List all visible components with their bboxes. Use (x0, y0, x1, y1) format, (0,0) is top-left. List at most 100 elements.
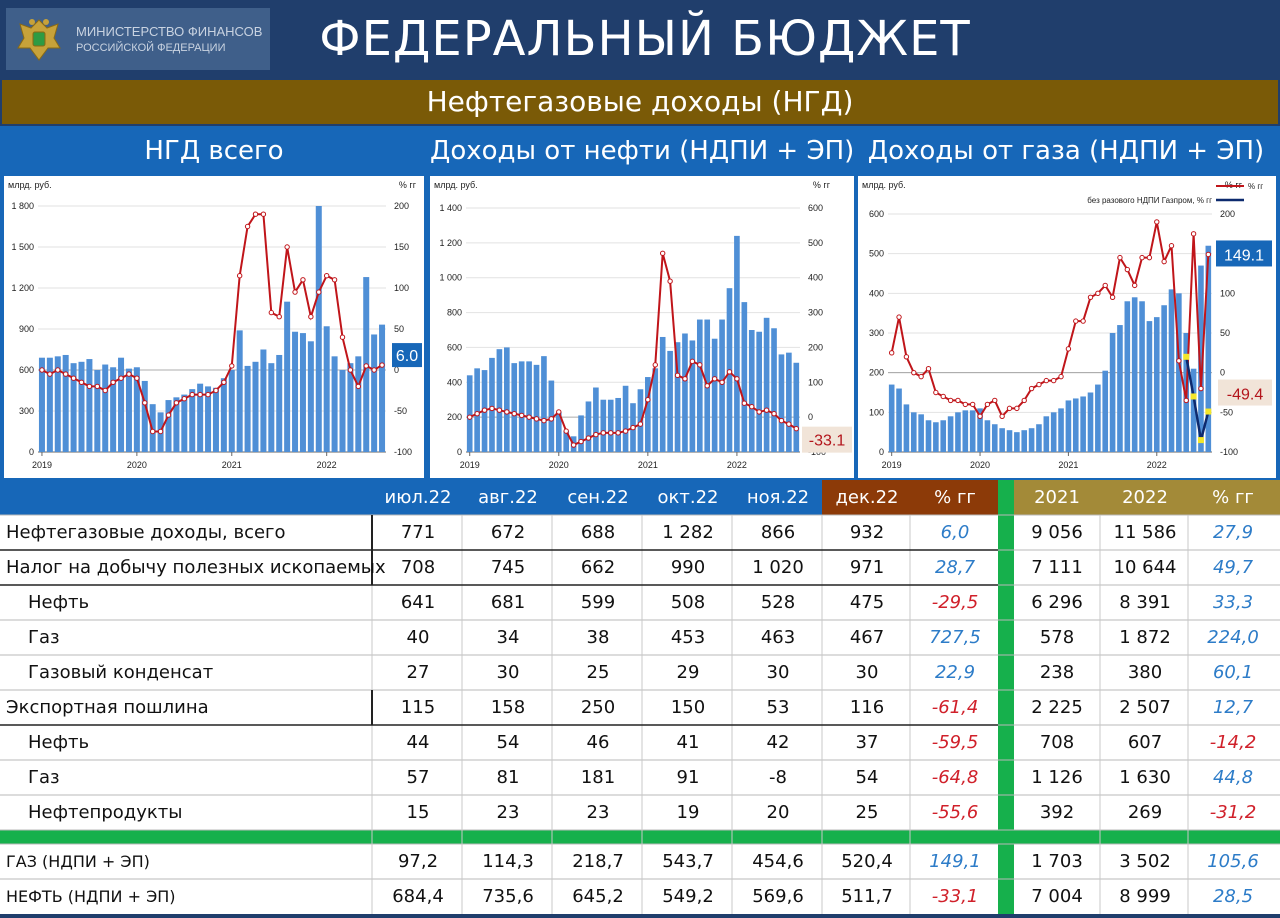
y-tick-label: 200 (447, 412, 462, 422)
bar (78, 361, 85, 452)
y2-tick-label: -100 (1220, 447, 1238, 457)
line-point (496, 407, 503, 413)
logo-text-line2: РОССИЙСКОЙ ФЕДЕРАЦИИ (76, 42, 226, 54)
bar (593, 387, 599, 452)
line-point (189, 391, 195, 398)
table-cell: 49,7 (1212, 557, 1254, 578)
y-tick-label: 0 (29, 447, 34, 457)
line-point (331, 277, 338, 283)
line-point (55, 367, 61, 373)
bar (511, 363, 518, 452)
row-label: Нефть (28, 592, 90, 613)
bar (1043, 416, 1050, 452)
line-point (925, 366, 932, 372)
line-point (518, 412, 525, 419)
table-cell: 23 (586, 802, 610, 823)
table-cell: 688 (580, 522, 616, 543)
line-point (467, 414, 473, 420)
table-cell: 238 (1039, 662, 1075, 683)
table-cell: 115 (400, 697, 436, 718)
table-cell: 662 (580, 557, 616, 578)
table-cell: 54 (496, 732, 520, 753)
bar (236, 330, 243, 452)
line-point (608, 430, 614, 436)
row-label: Экспортная пошлина (6, 697, 209, 718)
line-point (1168, 243, 1175, 249)
line-point (1117, 254, 1123, 261)
column-header: % гг (1212, 487, 1254, 508)
line-point (1109, 294, 1116, 301)
y-tick-label: 300 (19, 406, 34, 416)
series-line (890, 221, 1210, 419)
line-point (977, 413, 983, 420)
bar (1036, 424, 1042, 452)
bar (741, 302, 748, 452)
line-point (918, 373, 924, 380)
bar (903, 404, 910, 452)
bar (1153, 317, 1160, 452)
column-header: % гг (934, 487, 976, 508)
x-tick-label: 2019 (32, 460, 52, 470)
value-badge-label: -49.4 (1227, 387, 1264, 404)
line-point (173, 400, 180, 406)
bar (292, 331, 299, 452)
line-point (992, 397, 998, 404)
bar (1072, 398, 1079, 452)
line-point (674, 372, 681, 379)
bar (659, 336, 666, 452)
table-cell: 30 (766, 662, 790, 683)
table-cell: -64,8 (931, 767, 979, 788)
bar (371, 334, 378, 452)
table-cell: 42 (766, 732, 790, 753)
table-cell: 578 (1039, 627, 1075, 648)
bar (1198, 265, 1204, 452)
table-cell: 990 (670, 557, 706, 578)
table-cell: 25 (855, 802, 879, 823)
bar (645, 377, 651, 452)
line-point (1146, 254, 1153, 261)
x-tick-label: 2022 (1147, 460, 1167, 470)
bar (86, 359, 93, 452)
line-point (489, 405, 495, 412)
y2-axis-label: % гг (813, 180, 831, 190)
column-header: авг.22 (478, 487, 538, 508)
bar (466, 375, 473, 452)
line-point (363, 363, 369, 369)
y-tick-label: 1 500 (11, 242, 34, 252)
line2-point (1183, 353, 1190, 360)
line-point (236, 273, 243, 279)
line-point (1080, 318, 1086, 324)
line-point (1176, 358, 1182, 364)
y2-tick-label: 100 (808, 377, 823, 387)
line-point (563, 428, 569, 434)
line-point (213, 387, 219, 394)
x-tick-label: 2021 (1058, 460, 1078, 470)
row-label: Налог на добычу полезных ископаемых (6, 557, 386, 578)
line-point (940, 393, 946, 400)
line-point (276, 314, 282, 320)
x-tick-label: 2019 (460, 460, 480, 470)
table-cell: 1 282 (662, 522, 714, 543)
table-cell: 2 225 (1031, 697, 1083, 718)
bar (600, 399, 607, 452)
bar (910, 412, 917, 452)
line-point (1006, 405, 1013, 412)
table-cell: -29,5 (931, 592, 979, 613)
line-point (316, 289, 322, 295)
line-point (347, 367, 354, 373)
bar (1065, 400, 1072, 452)
bar (62, 354, 69, 452)
line-point (47, 371, 53, 377)
table-cell: 30 (496, 662, 520, 683)
bar (533, 364, 540, 452)
y-tick-label: 600 (19, 365, 34, 375)
bar (622, 385, 629, 452)
line-point (630, 424, 636, 431)
table-cell: 37 (855, 732, 879, 753)
line-point (984, 401, 991, 408)
table-cell: 46 (586, 732, 610, 753)
summary-cell: -33,1 (931, 886, 979, 907)
table-cell: 158 (490, 697, 526, 718)
line-point (308, 314, 314, 320)
table-cell: 10 644 (1113, 557, 1177, 578)
